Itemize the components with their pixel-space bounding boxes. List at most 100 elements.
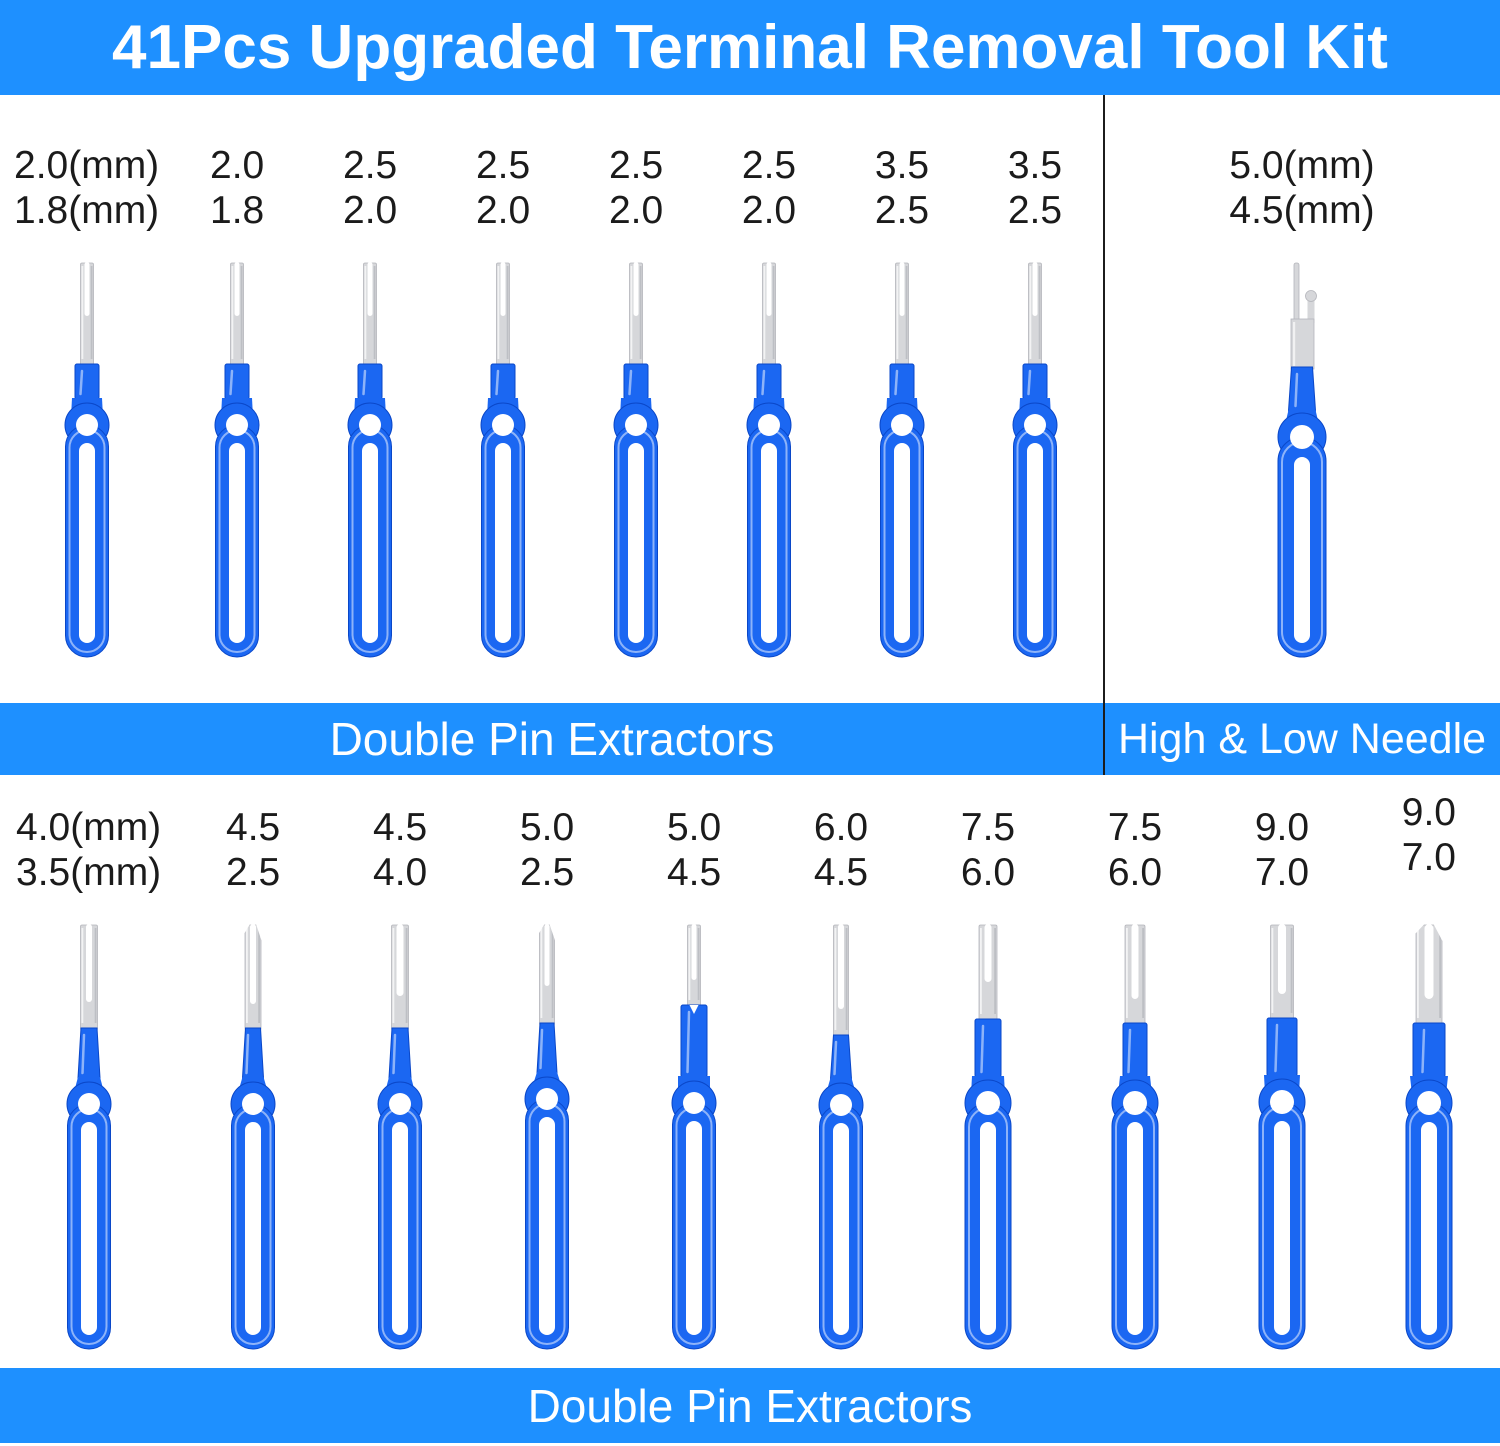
tool-size-top: 7.5 bbox=[1107, 806, 1163, 849]
tool-illustration bbox=[714, 261, 824, 661]
tool-size-labels: 9.0 7.0 bbox=[1255, 805, 1309, 897]
tool-illustration bbox=[1374, 923, 1484, 1353]
double-pin-extractor: 5.0 4.5 bbox=[639, 805, 749, 1353]
tool-illustration bbox=[32, 261, 142, 661]
double-pin-extractor: 3.5 2.5 bbox=[980, 143, 1090, 703]
tool-size-labels: 4.5 4.0 bbox=[373, 805, 427, 897]
tool-size-top: 4.5 bbox=[226, 806, 281, 849]
tool-size-top: 5.0 bbox=[519, 806, 575, 849]
tool-size-labels: 9.0 7.0 bbox=[1402, 790, 1456, 882]
tool-size-labels: 2.5 2.0 bbox=[742, 143, 796, 235]
tool-size-labels: 5.0(mm) 4.5(mm) bbox=[1229, 143, 1374, 235]
top-left-tool-row: 2.0(mm) 1.8(mm) 2.0 1.8 2.5 2.0 2.5 2.0 … bbox=[0, 95, 1104, 703]
tool-size-labels: 2.5 2.0 bbox=[476, 143, 530, 235]
tool-size-top: 2.5 bbox=[741, 144, 797, 187]
tool-illustration bbox=[492, 923, 602, 1353]
double-pin-extractor: 2.5 2.0 bbox=[315, 143, 425, 703]
tool-illustration bbox=[315, 261, 425, 661]
tool-size-labels: 2.5 2.0 bbox=[343, 143, 397, 235]
tool-size-bottom: 4.0 bbox=[373, 851, 428, 894]
tool-size-top: 3.5 bbox=[874, 144, 930, 187]
tool-size-top: 6.0 bbox=[813, 806, 869, 849]
tool-size-bottom: 7.0 bbox=[1401, 836, 1456, 879]
double-pin-extractor: 2.0 1.8 bbox=[182, 143, 292, 703]
tool-size-bottom: 2.5 bbox=[519, 851, 575, 894]
tool-illustration bbox=[933, 923, 1043, 1353]
high-low-needle-extractor: 5.0(mm) 4.5(mm) bbox=[1229, 143, 1375, 703]
tool-size-bottom: 2.5 bbox=[874, 189, 930, 232]
section-divider-line bbox=[1103, 95, 1105, 775]
double-pin-extractor: 9.0 7.0 bbox=[1374, 791, 1484, 1353]
tool-size-bottom: 1.8 bbox=[210, 189, 265, 232]
tool-illustration bbox=[345, 923, 455, 1353]
section-label-double-pin-extractors-bottom: Double Pin Extractors bbox=[527, 1379, 973, 1432]
tool-size-labels: 4.5 2.5 bbox=[226, 805, 280, 897]
header-banner: 41Pcs Upgraded Terminal Removal Tool Kit bbox=[0, 0, 1500, 95]
double-pin-extractor: 3.5 2.5 bbox=[847, 143, 957, 703]
double-pin-extractor: 4.5 2.5 bbox=[198, 805, 308, 1353]
tool-size-top: 4.5 bbox=[373, 806, 428, 849]
double-pin-extractor: 5.0 2.5 bbox=[492, 805, 602, 1353]
tool-size-labels: 2.0(mm) 1.8(mm) bbox=[14, 143, 159, 235]
double-pin-extractor: 4.5 4.0 bbox=[345, 805, 455, 1353]
tool-size-bottom: 4.5 bbox=[666, 851, 722, 894]
tool-size-bottom: 7.0 bbox=[1254, 851, 1310, 894]
mid-banner: Double Pin Extractors High & Low Needle bbox=[0, 703, 1500, 775]
tool-size-top: 2.5 bbox=[343, 144, 398, 187]
double-pin-extractor: 4.0(mm) 3.5(mm) bbox=[16, 805, 161, 1353]
tool-size-top: 5.0(mm) bbox=[1229, 144, 1375, 187]
section-label-double-pin-extractors: Double Pin Extractors bbox=[329, 713, 775, 765]
tool-size-labels: 7.5 6.0 bbox=[1108, 805, 1162, 897]
tool-size-bottom: 2.0 bbox=[475, 189, 531, 232]
tool-size-labels: 3.5 2.5 bbox=[1008, 143, 1062, 235]
tool-size-labels: 2.5 2.0 bbox=[609, 143, 663, 235]
tool-size-top: 9.0 bbox=[1254, 806, 1310, 849]
tool-size-top: 5.0 bbox=[666, 806, 722, 849]
tool-size-top: 4.0(mm) bbox=[16, 806, 162, 849]
tool-size-top: 3.5 bbox=[1007, 144, 1063, 187]
section-label-high-low-needle: High & Low Needle bbox=[1117, 714, 1487, 763]
tool-illustration bbox=[198, 923, 308, 1353]
double-pin-extractor: 2.5 2.0 bbox=[714, 143, 824, 703]
tool-size-bottom: 2.0 bbox=[608, 189, 664, 232]
tool-illustration bbox=[847, 261, 957, 661]
tool-size-top: 9.0 bbox=[1401, 791, 1456, 834]
mid-banner-right-cell: High & Low Needle bbox=[1104, 703, 1500, 775]
tool-illustration bbox=[34, 923, 144, 1353]
double-pin-extractor: 7.5 6.0 bbox=[1080, 805, 1190, 1353]
tool-illustration bbox=[786, 923, 896, 1353]
tool-size-bottom: 1.8(mm) bbox=[14, 189, 160, 232]
tool-illustration bbox=[581, 261, 691, 661]
top-right-tool-row: 5.0(mm) 4.5(mm) bbox=[1104, 95, 1500, 703]
double-pin-extractor: 2.5 2.0 bbox=[581, 143, 691, 703]
tool-illustration bbox=[182, 261, 292, 661]
double-pin-extractor: 9.0 7.0 bbox=[1227, 805, 1337, 1353]
top-tools-section: 2.0(mm) 1.8(mm) 2.0 1.8 2.5 2.0 2.5 2.0 … bbox=[0, 95, 1500, 703]
double-pin-extractor: 2.5 2.0 bbox=[448, 143, 558, 703]
tool-size-labels: 5.0 2.5 bbox=[520, 805, 574, 897]
tool-size-top: 2.0 bbox=[210, 144, 265, 187]
tool-size-labels: 7.5 6.0 bbox=[961, 805, 1015, 897]
tool-size-top: 2.5 bbox=[475, 144, 531, 187]
tool-illustration bbox=[639, 923, 749, 1353]
tool-illustration bbox=[1227, 923, 1337, 1353]
tool-size-bottom: 4.5(mm) bbox=[1229, 189, 1375, 232]
tool-size-bottom: 3.5(mm) bbox=[16, 851, 162, 894]
tool-size-labels: 6.0 4.5 bbox=[814, 805, 868, 897]
tool-size-top: 2.0(mm) bbox=[14, 144, 160, 187]
tool-illustration bbox=[1247, 261, 1357, 661]
double-pin-extractor: 7.5 6.0 bbox=[933, 805, 1043, 1353]
tool-size-bottom: 2.0 bbox=[741, 189, 797, 232]
double-pin-extractor: 2.0(mm) 1.8(mm) bbox=[14, 143, 159, 703]
tool-illustration bbox=[980, 261, 1090, 661]
bottom-tools-section: 4.0(mm) 3.5(mm) 4.5 2.5 4.5 4.0 5.0 2.5 … bbox=[0, 775, 1500, 1368]
double-pin-extractor: 6.0 4.5 bbox=[786, 805, 896, 1353]
tool-size-bottom: 2.5 bbox=[1007, 189, 1063, 232]
product-title: 41Pcs Upgraded Terminal Removal Tool Kit bbox=[112, 13, 1388, 82]
tool-size-bottom: 2.0 bbox=[343, 189, 398, 232]
mid-banner-left-cell: Double Pin Extractors bbox=[0, 703, 1104, 775]
tool-size-bottom: 2.5 bbox=[226, 851, 281, 894]
tool-size-labels: 2.0 1.8 bbox=[210, 143, 264, 235]
bottom-banner: Double Pin Extractors bbox=[0, 1368, 1500, 1443]
